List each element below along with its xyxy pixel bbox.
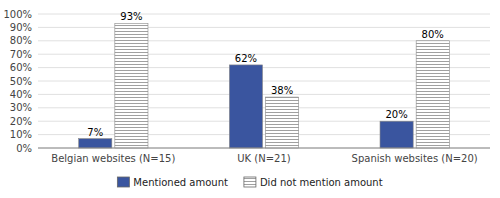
legend-swatch (244, 177, 256, 187)
y-tick-label: 100% (3, 9, 32, 20)
grid-line (38, 14, 490, 15)
y-tick-label: 40% (10, 89, 32, 100)
x-tick-label: UK (N=21) (237, 153, 291, 164)
data-label: 38% (271, 85, 293, 96)
bar (266, 97, 299, 148)
x-axis-line (38, 148, 490, 149)
y-tick-label: 70% (10, 49, 32, 60)
chart: 0% 10% 20% 30% 40% 50% 60% 70% 80% 90% 100% 7% 62% 20… (0, 0, 500, 198)
y-tick-label: 80% (10, 35, 32, 46)
data-label: 20% (385, 109, 407, 120)
data-label: 80% (422, 29, 444, 40)
y-tick-label: 90% (10, 22, 32, 33)
y-tick-label: 10% (10, 129, 32, 140)
bar (416, 41, 449, 148)
legend-label: Mentioned amount (133, 177, 228, 188)
bar (229, 65, 262, 148)
y-tick-label: 0% (16, 143, 32, 154)
legend-swatch (117, 177, 129, 187)
legend-item: Mentioned amount (117, 177, 228, 188)
legend-item: Did not mention amount (244, 177, 383, 188)
grid-line (38, 27, 490, 28)
y-tick-label: 50% (10, 76, 32, 87)
data-label: 62% (235, 53, 257, 64)
bar (380, 121, 413, 148)
bar (115, 23, 148, 148)
x-tick-label: Spanish websites (N=20) (352, 153, 478, 164)
y-tick-label: 30% (10, 102, 32, 113)
legend: Mentioned amount Did not mention amount (117, 177, 382, 188)
legend-label: Did not mention amount (260, 177, 383, 188)
data-label: 7% (87, 127, 103, 138)
bar (79, 139, 112, 148)
x-tick-label: Belgian websites (N=15) (51, 153, 175, 164)
data-label: 93% (120, 11, 142, 22)
y-tick-label: 60% (10, 62, 32, 73)
y-tick-label: 20% (10, 116, 32, 127)
grid-line (38, 148, 490, 149)
